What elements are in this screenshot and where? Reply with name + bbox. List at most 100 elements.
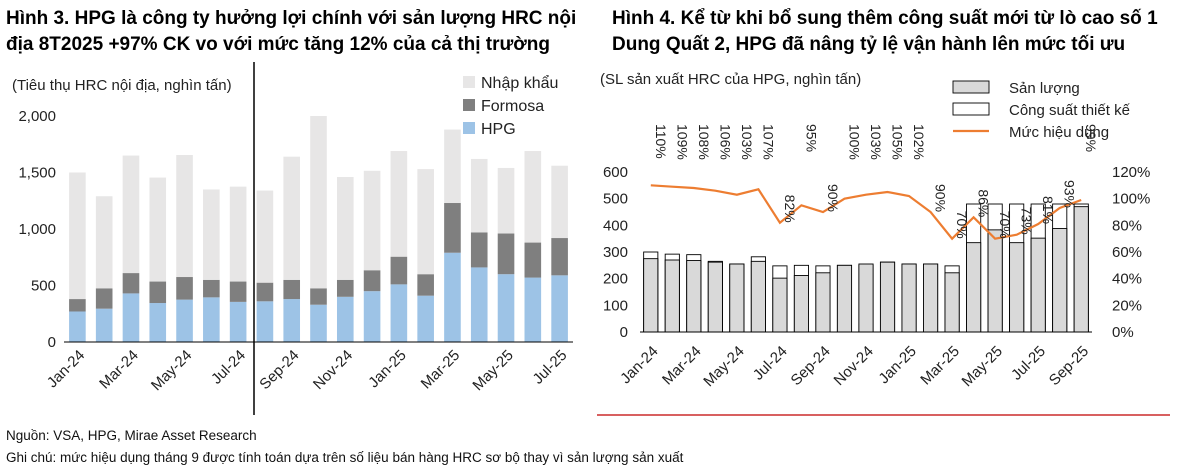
bar-san-luong xyxy=(707,261,723,333)
legend-label-hpg: HPG xyxy=(481,121,516,138)
bar-hpg xyxy=(417,295,434,342)
bar-san-luong xyxy=(686,260,702,333)
legend-swatch-hpg xyxy=(463,122,475,134)
x-tick-label: Jan-24 xyxy=(617,343,661,387)
data-label-muc-hieu-dung: 110% xyxy=(653,124,669,159)
x-tick-label: Nov-24 xyxy=(831,343,877,389)
legend-swatch-nhap-khau xyxy=(463,76,475,88)
bar-san-luong xyxy=(1009,242,1025,333)
bar-nhap-khau xyxy=(69,172,86,300)
y-left-tick-label: 400 xyxy=(603,217,628,234)
legend-swatch-san-luong xyxy=(952,80,990,94)
bar-nhap-khau xyxy=(229,186,247,282)
data-label-muc-hieu-dung: 100% xyxy=(846,124,862,160)
y-tick-label: 0 xyxy=(48,334,56,351)
bar-hpg xyxy=(551,275,568,342)
x-tick-label: Mar-25 xyxy=(418,347,464,393)
legend-label-muc-hieu-dung: Mức hiệu dụng xyxy=(1009,124,1109,141)
data-label-muc-hieu-dung: 105% xyxy=(890,124,906,160)
left-unit-label: (Tiêu thụ HRC nội địa, nghìn tấn) xyxy=(12,77,232,94)
bar-formosa xyxy=(497,233,515,275)
bar-formosa xyxy=(390,256,408,285)
bar-formosa xyxy=(176,277,193,300)
left-figure-title: Hình 3. HPG là công ty hưởng lợi chính v… xyxy=(6,8,577,55)
bar-san-luong xyxy=(879,261,896,333)
x-tick-label: Mar-24 xyxy=(659,343,705,389)
x-tick-label: May-24 xyxy=(148,347,195,394)
bar-formosa xyxy=(444,203,461,253)
x-tick-label: Jul-25 xyxy=(1008,343,1049,384)
x-tick-label: Mar-25 xyxy=(917,343,963,389)
data-label-muc-hieu-dung: 70% xyxy=(954,211,970,239)
bar-san-luong xyxy=(944,272,960,333)
x-tick-label: Jan-24 xyxy=(44,347,88,391)
bar-nhap-khau xyxy=(551,165,568,239)
x-tick-label: May-25 xyxy=(959,343,1006,390)
y-tick-label: 1,000 xyxy=(18,221,56,238)
bar-nhap-khau xyxy=(149,177,167,282)
x-tick-label: Jan-25 xyxy=(875,343,919,387)
right-production-chart: 0 100 200 300 400 500 600 0% 20% 40% 60% 80% 100% 120… xyxy=(603,80,1150,390)
data-label-muc-hieu-dung: 90% xyxy=(825,184,841,212)
bar-hpg xyxy=(336,296,354,342)
y-right-tick-label: 80% xyxy=(1112,217,1142,234)
y-left-tick-label: 600 xyxy=(603,164,628,181)
bar-san-luong xyxy=(793,275,809,333)
x-tick-label: May-24 xyxy=(700,343,747,390)
left-stacked-bar-chart: 0 500 1,000 1,500 2,000 Jan-24 Mar-24 May-24 Jul… xyxy=(18,74,573,394)
x-tick-label: Sep-25 xyxy=(1046,343,1092,389)
data-label-muc-hieu-dung: 73% xyxy=(1019,207,1035,235)
bar-nhap-khau xyxy=(256,190,274,283)
bar-hpg xyxy=(310,304,327,342)
x-tick-label: Jul-25 xyxy=(530,347,571,388)
x-tick-label: Sep-24 xyxy=(788,343,834,389)
y-tick-label: 1,500 xyxy=(18,165,56,182)
bar-formosa xyxy=(470,232,488,268)
data-label-muc-hieu-dung: 99% xyxy=(1083,124,1099,152)
legend-label-nhap-khau: Nhập khẩu xyxy=(481,74,558,92)
data-label-muc-hieu-dung: 109% xyxy=(674,124,690,160)
data-label-muc-hieu-dung: 107% xyxy=(760,124,776,160)
bar-formosa xyxy=(417,274,434,296)
bar-san-luong xyxy=(729,263,745,333)
bar-san-luong xyxy=(1052,228,1068,333)
bar-formosa xyxy=(256,282,274,302)
y-right-tick-label: 120% xyxy=(1112,164,1150,181)
bar-hpg xyxy=(390,284,408,342)
legend-label-san-luong: Sản lượng xyxy=(1009,80,1080,97)
bar-hpg xyxy=(497,274,515,342)
data-label-muc-hieu-dung: 108% xyxy=(696,124,712,160)
bar-hpg xyxy=(203,297,220,342)
bar-san-luong xyxy=(858,263,874,333)
source-note: Nguồn: VSA, HPG, Mirae Asset Research xyxy=(6,428,257,443)
data-label-muc-hieu-dung: 81% xyxy=(1040,196,1056,224)
legend-swatch-cong-suat-thiet-ke xyxy=(952,102,990,116)
bar-hpg xyxy=(95,308,113,342)
bar-san-luong xyxy=(772,277,788,333)
bar-san-luong xyxy=(750,260,766,333)
y-left-tick-label: 300 xyxy=(603,244,628,261)
footnote: Ghi chú: mức hiệu dụng tháng 9 được tính… xyxy=(6,450,684,465)
bar-nhap-khau xyxy=(283,156,301,280)
right-figure-title: Hình 4. Kể từ khi bổ sung thêm công suất… xyxy=(612,8,1158,55)
legend-label-formosa: Formosa xyxy=(481,98,544,115)
bar-san-luong xyxy=(923,263,939,333)
x-tick-label: Nov-24 xyxy=(310,347,356,393)
right-unit-label: (SL sản xuất HRC của HPG, nghìn tấn) xyxy=(600,71,861,88)
bar-formosa xyxy=(283,279,301,300)
data-label-muc-hieu-dung: 95% xyxy=(803,124,819,152)
bar-formosa xyxy=(203,279,220,298)
bar-nhap-khau xyxy=(310,116,327,289)
bar-san-luong xyxy=(1073,206,1089,333)
data-label-muc-hieu-dung: 82% xyxy=(782,195,798,223)
y-right-tick-label: 20% xyxy=(1112,297,1142,314)
bar-san-luong xyxy=(815,272,831,333)
bar-san-luong xyxy=(966,242,982,333)
x-tick-label: May-25 xyxy=(469,347,516,394)
bar-formosa xyxy=(310,288,327,305)
x-tick-label: Jul-24 xyxy=(750,343,791,384)
y-left-tick-label: 500 xyxy=(603,191,628,208)
legend-swatch-formosa xyxy=(463,99,475,111)
bar-nhap-khau xyxy=(176,154,193,278)
y-left-tick-label: 100 xyxy=(603,297,628,314)
